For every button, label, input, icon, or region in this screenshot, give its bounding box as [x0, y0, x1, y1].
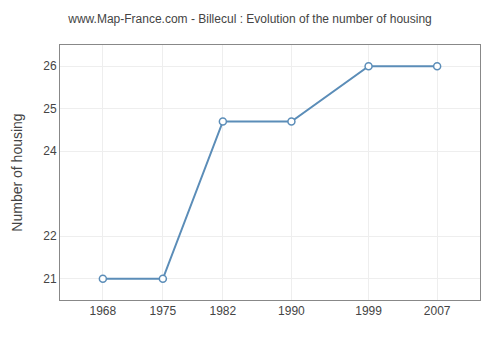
svg-text:1999: 1999: [355, 304, 382, 318]
svg-text:2007: 2007: [424, 304, 451, 318]
svg-text:1982: 1982: [210, 304, 237, 318]
svg-text:21: 21: [43, 272, 57, 286]
svg-text:www.Map-France.com - Billecul: www.Map-France.com - Billecul : Evolutio…: [67, 12, 432, 26]
svg-text:1990: 1990: [278, 304, 305, 318]
svg-text:Number of housing: Number of housing: [9, 113, 25, 231]
svg-text:22: 22: [43, 229, 57, 243]
svg-text:25: 25: [43, 102, 57, 116]
svg-text:24: 24: [43, 144, 57, 158]
svg-text:26: 26: [43, 59, 57, 73]
svg-text:1968: 1968: [90, 304, 117, 318]
svg-text:1975: 1975: [150, 304, 177, 318]
